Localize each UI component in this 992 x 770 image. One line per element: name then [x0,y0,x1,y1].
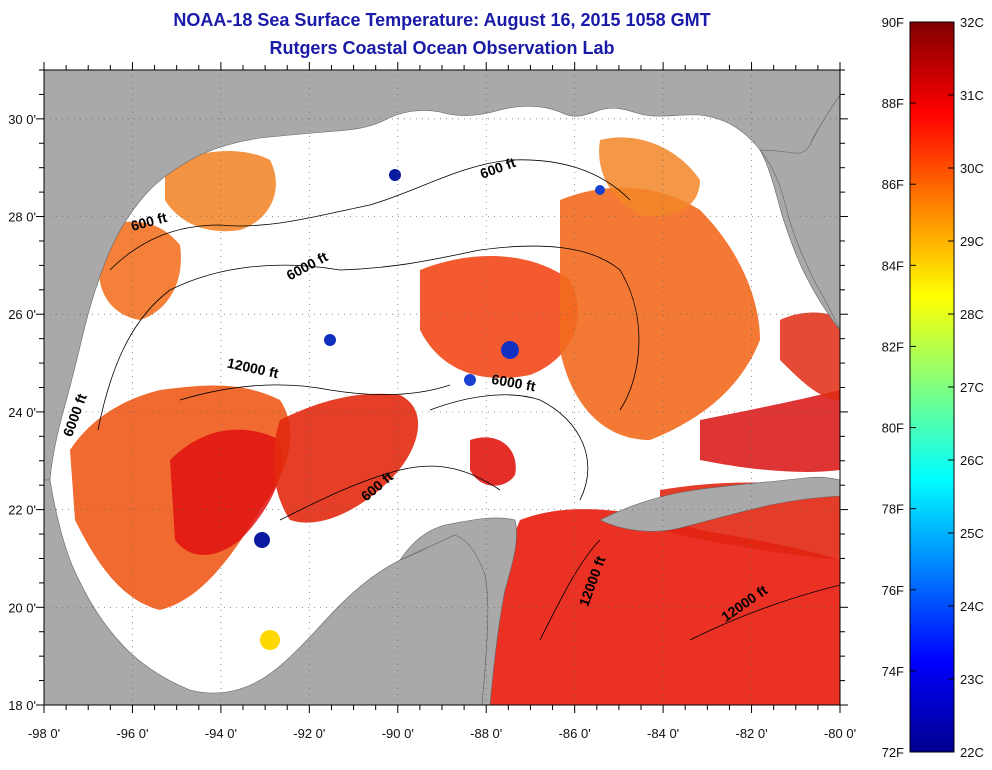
sst-patch-texas [99,221,181,320]
colorbar-c-label: 22C [960,745,984,760]
lon-tick-label: -82 0' [735,726,767,741]
sst-patch-yucatan [470,437,516,486]
sst-patch-east [560,187,760,440]
land-florida [759,94,840,331]
contour-6000ft [97,245,640,431]
sst-warm-spot [260,630,280,650]
longitude-labels: -98 0' -96 0' -94 0' -92 0' -90 0' -88 0' -86 … [28,726,856,741]
land-cuba [599,476,840,532]
colorbar-f-label: 84F [882,258,904,273]
lon-tick-label: -96 0' [116,726,148,741]
land-yucatan [399,517,517,705]
colorbar-f-label: 80F [882,421,904,436]
colorbar-c-label: 24C [960,599,984,614]
contour-6000ft-south [429,394,589,501]
contour-12000ft [179,384,451,401]
colorbar-f-label: 86F [882,177,904,192]
colorbar-c-label: 27C [960,380,984,395]
colorbar-f-label: 72F [882,745,904,760]
latitude-labels: 18 0' 20 0' 22 0' 24 0' 26 0' 28 0' 30 0' [8,112,36,713]
land-layer [44,70,840,705]
lat-tick-label: 30 0' [8,112,36,127]
sst-cool-spot [324,334,336,346]
colorbar-celsius-labels: 32C 31C 30C 29C 28C 27C 26C 25C 24C 23C 22C [948,15,984,760]
lon-tick-label: -86 0' [559,726,591,741]
lon-tick-label: -98 0' [28,726,60,741]
sst-cool-spot [595,185,605,195]
colorbar-f-label: 74F [882,664,904,679]
sst-patch-bahamas [780,312,840,400]
lon-tick-label: -94 0' [205,726,237,741]
lat-tick-label: 20 0' [8,600,36,615]
map-subtitle: Rutgers Coastal Ocean Observation Lab [269,38,615,58]
sst-cool-spot [389,169,401,181]
sst-patch-loop [420,256,578,378]
lat-tick-label: 26 0' [8,307,36,322]
lon-tick-label: -92 0' [293,726,325,741]
lat-lon-grid [44,70,840,705]
colorbar-c-label: 23C [960,672,984,687]
lon-tick-label: -88 0' [470,726,502,741]
lon-tick-label: -80 0' [824,726,856,741]
map-title: NOAA-18 Sea Surface Temperature: August … [173,10,711,30]
lon-tick-label: -84 0' [647,726,679,741]
lat-tick-label: 24 0' [8,405,36,420]
lat-tick-label: 22 0' [8,503,36,518]
lon-tick-label: -90 0' [382,726,414,741]
colorbar-f-label: 76F [882,583,904,598]
sst-patch-west-hot [170,429,283,555]
colorbar-f-label: 88F [882,96,904,111]
colorbar-f-label: 82F [882,339,904,354]
colorbar-fahrenheit-labels: 90F 88F 86F 84F 82F 80F 78F 76F 74F 72F [882,15,916,760]
bathymetry-contours [97,159,840,641]
colorbar-f-label: 90F [882,15,904,30]
colorbar-c-label: 28C [960,307,984,322]
sst-cool-spot [501,341,519,359]
colorbar-c-label: 26C [960,453,984,468]
sst-patch-caribbean [480,509,840,705]
sst-patch-florida-shelf [599,137,700,217]
contour-12000ft-caribbean-east [689,584,840,641]
contour-12000ft-caribbean [539,539,601,641]
sst-cool-spot [464,374,476,386]
colorbar-c-label: 29C [960,234,984,249]
sst-patch-north [165,150,276,232]
contour-600ft-north [109,159,631,271]
contour-600ft-campeche [279,465,501,521]
colorbar-c-label: 31C [960,88,984,103]
colorbar-c-label: 32C [960,15,984,30]
colorbar-f-label: 78F [882,502,904,517]
axis-ticks [36,62,848,713]
sst-patch-keys [700,390,840,472]
lat-tick-label: 28 0' [8,210,36,225]
colorbar [909,21,955,753]
contour-label: 6000 ft [490,371,537,395]
colorbar-c-label: 30C [960,161,984,176]
sst-cool-spot [254,532,270,548]
colorbar-c-label: 25C [960,526,984,541]
lat-tick-label: 18 0' [8,698,36,713]
